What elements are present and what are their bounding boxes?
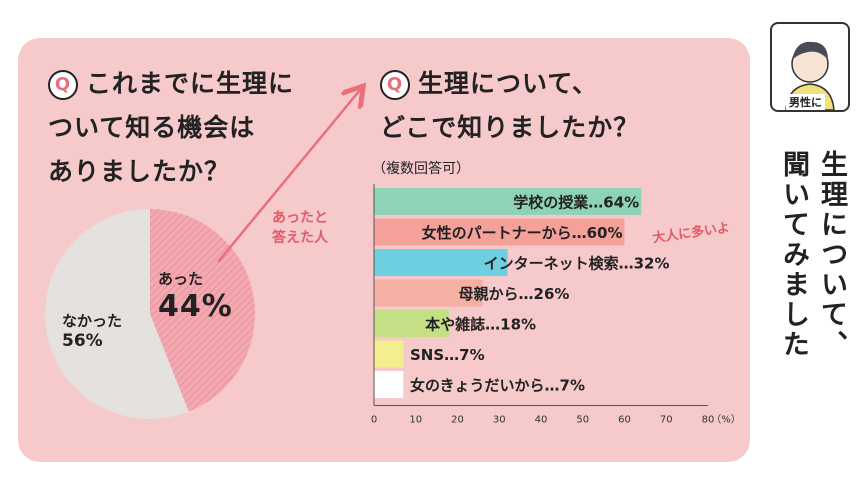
question-1: Q これまでに生理に ついて知る機会は ありましたか？ xyxy=(48,62,348,194)
x-tick-label: 40 xyxy=(535,415,548,426)
bar-label: 女性のパートナーから…60% xyxy=(422,224,623,242)
bar xyxy=(374,310,450,337)
bar xyxy=(374,340,404,368)
bar-label: インターネット検索…32% xyxy=(484,255,670,273)
x-tick-label: 80 xyxy=(702,415,715,426)
x-tick-label: 60 xyxy=(618,415,631,426)
pie-label-yes: あった 44% xyxy=(158,268,233,324)
q-badge-icon: Q xyxy=(380,70,410,100)
bar-label: 母親から…26% xyxy=(459,285,570,303)
x-tick-label: 10 xyxy=(409,415,422,426)
x-tick-label: 0 xyxy=(371,415,377,426)
x-tick-label: 20 xyxy=(451,415,464,426)
pie-slice-label: なかった xyxy=(62,312,123,330)
bar-label: 女のきょうだいから…7% xyxy=(410,377,585,395)
bar-label: SNS…7% xyxy=(410,346,485,364)
pie-hint-line-1: あったと xyxy=(272,210,328,226)
x-unit-label: （%） xyxy=(711,414,741,426)
bar xyxy=(374,279,483,307)
bar xyxy=(374,371,404,398)
q2-line-1: 生理について、 xyxy=(418,69,599,98)
x-tick-label: 30 xyxy=(493,415,506,426)
pie-slice-value: 56% xyxy=(62,331,103,351)
bar-label: 学校の授業…64% xyxy=(513,194,639,212)
side-title-line-2: 聞いてみました xyxy=(778,150,809,360)
q-badge-icon: Q xyxy=(48,70,78,100)
q1-line-3: ありましたか？ xyxy=(48,157,231,186)
pie-label-no: なかった 56% xyxy=(62,310,122,351)
bar-label: 本や雑誌…18% xyxy=(425,316,536,334)
question-2: Q 生理について、 どこで知りましたか？ xyxy=(380,62,710,150)
x-tick-label: 50 xyxy=(576,415,589,426)
side-title-line-1: 生理について、 xyxy=(816,150,847,360)
x-tick-label: 70 xyxy=(660,415,673,426)
pie-hint-line-2: 答えた人 xyxy=(272,230,328,246)
side-title: 生理について、 聞いてみました xyxy=(770,150,850,450)
bar xyxy=(374,188,642,215)
pie-hint: あったと 答えた人 xyxy=(272,208,372,248)
multiple-answer-note: （複数回答可） xyxy=(372,161,470,177)
pie-slice-value: 44% xyxy=(158,289,233,324)
q2-line-2: どこで知りましたか？ xyxy=(380,113,640,142)
avatar-tag: 男性に xyxy=(786,94,825,110)
bar xyxy=(374,249,508,276)
bar xyxy=(374,218,625,246)
pie-slice-label: あった xyxy=(158,270,204,288)
